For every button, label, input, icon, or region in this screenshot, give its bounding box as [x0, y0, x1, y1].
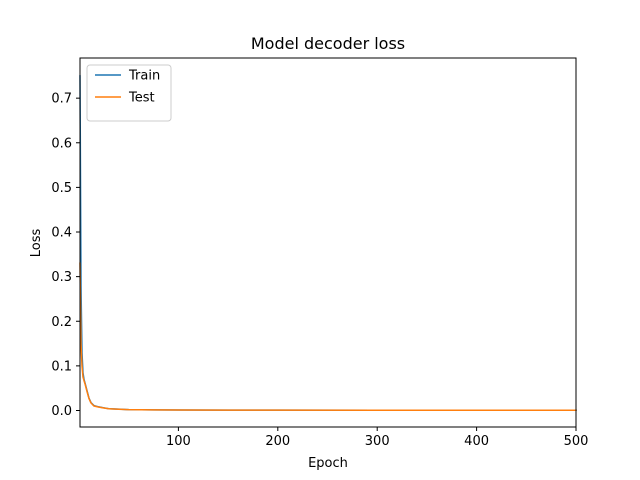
series-line-test — [79, 262, 577, 412]
x-tick-label-100: 100 — [166, 434, 191, 449]
y-axis-label: Loss — [29, 229, 44, 258]
y-tick-label-0.6: 0.6 — [51, 136, 72, 151]
axes-layer: 100 200 300 400 500 0.0 0.1 0.2 0.3 0.4 0.5 0.6 0.7 — [51, 57, 589, 449]
legend-label-train: Train — [128, 69, 160, 84]
y-tick-label-0.5: 0.5 — [51, 181, 72, 196]
x-tick-label-200: 200 — [265, 434, 290, 449]
chart-title: Model decoder loss — [251, 34, 405, 53]
y-tick-label-0.7: 0.7 — [51, 92, 72, 107]
x-tick-label-400: 400 — [464, 434, 489, 449]
series-layer — [79, 75, 577, 412]
x-axis-label: Epoch — [308, 456, 348, 471]
y-tick-label-0.3: 0.3 — [51, 270, 72, 285]
x-tick-label-500: 500 — [564, 434, 589, 449]
x-tick-label-300: 300 — [365, 434, 390, 449]
axes-frame — [79, 57, 577, 428]
y-tick-label-0.0: 0.0 — [51, 404, 72, 419]
legend: Train Test — [86, 64, 172, 122]
y-tick-label-0.4: 0.4 — [51, 226, 72, 241]
legend-label-test: Test — [128, 91, 155, 106]
legend-box — [86, 64, 172, 122]
y-tick-label-0.1: 0.1 — [51, 359, 72, 374]
y-tick-label-0.2: 0.2 — [51, 315, 72, 330]
